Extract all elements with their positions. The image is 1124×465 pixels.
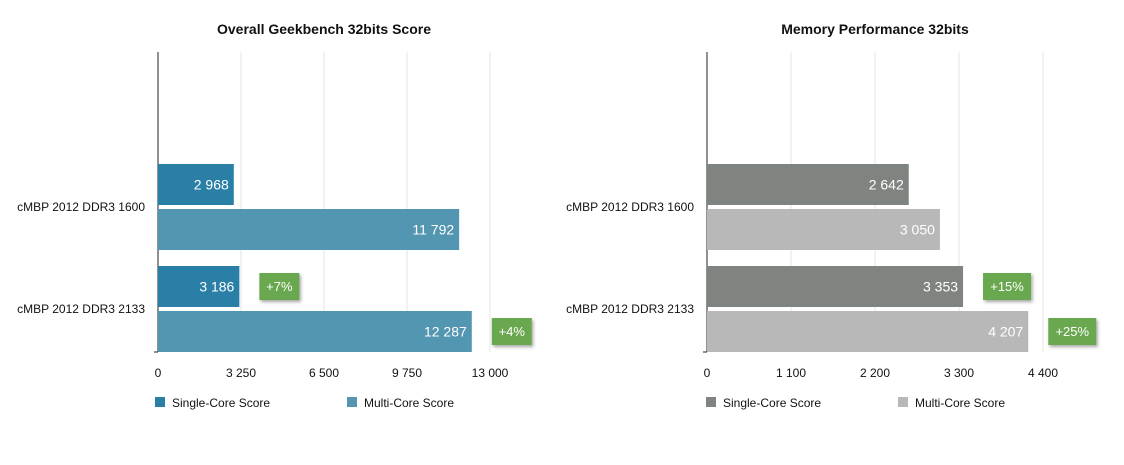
legend-label: Single-Core Score [723,396,821,410]
bar [707,266,964,307]
legend-label: Single-Core Score [172,396,270,410]
change-badge [983,273,1032,300]
category-label: cMBP 2012 DDR3 1600 [17,200,145,214]
legend-swatch [347,397,357,407]
x-tick-label: 13 000 [472,366,509,380]
x-tick-label: 0 [155,366,162,380]
legend-label: Multi-Core Score [364,396,454,410]
data-label: 2 642 [869,177,904,193]
x-tick-label: 6 500 [309,366,339,380]
change-badge-label: +4% [499,324,526,339]
change-badge-label: +7% [266,279,293,294]
x-tick-label: 1 100 [776,366,806,380]
data-label: 12 287 [424,324,467,340]
bar [707,164,909,205]
category-label: cMBP 2012 DDR3 2133 [17,302,145,316]
change-badge [259,273,300,300]
chart-title: Overall Geekbench 32bits Score [217,21,431,37]
data-label: 3 353 [923,279,958,295]
category-label: cMBP 2012 DDR3 1600 [566,200,694,214]
legend-swatch [155,397,165,407]
data-label: 2 968 [194,177,229,193]
change-badge-label: +15% [990,279,1024,294]
change-badge-label: +25% [1055,324,1089,339]
category-label: cMBP 2012 DDR3 2133 [566,302,694,316]
bar [158,209,460,250]
data-label: 4 207 [988,324,1023,340]
bar [707,209,940,250]
legend-swatch [706,397,716,407]
x-tick-label: 3 300 [944,366,974,380]
x-tick-label: 0 [704,366,711,380]
bar [158,266,240,307]
data-label: 3 050 [900,222,935,238]
bar [158,164,234,205]
data-label: 3 186 [199,279,234,295]
change-badge [491,318,532,345]
legend-label: Multi-Core Score [915,396,1005,410]
chart-title: Memory Performance 32bits [781,21,969,37]
x-tick-label: 4 400 [1028,366,1058,380]
bar [158,311,472,352]
data-label: 11 792 [412,222,454,238]
x-tick-label: 9 750 [392,366,422,380]
x-tick-label: 2 200 [860,366,890,380]
x-tick-label: 3 250 [226,366,256,380]
change-badge [1048,318,1097,345]
bar [707,311,1029,352]
legend-swatch [898,397,908,407]
